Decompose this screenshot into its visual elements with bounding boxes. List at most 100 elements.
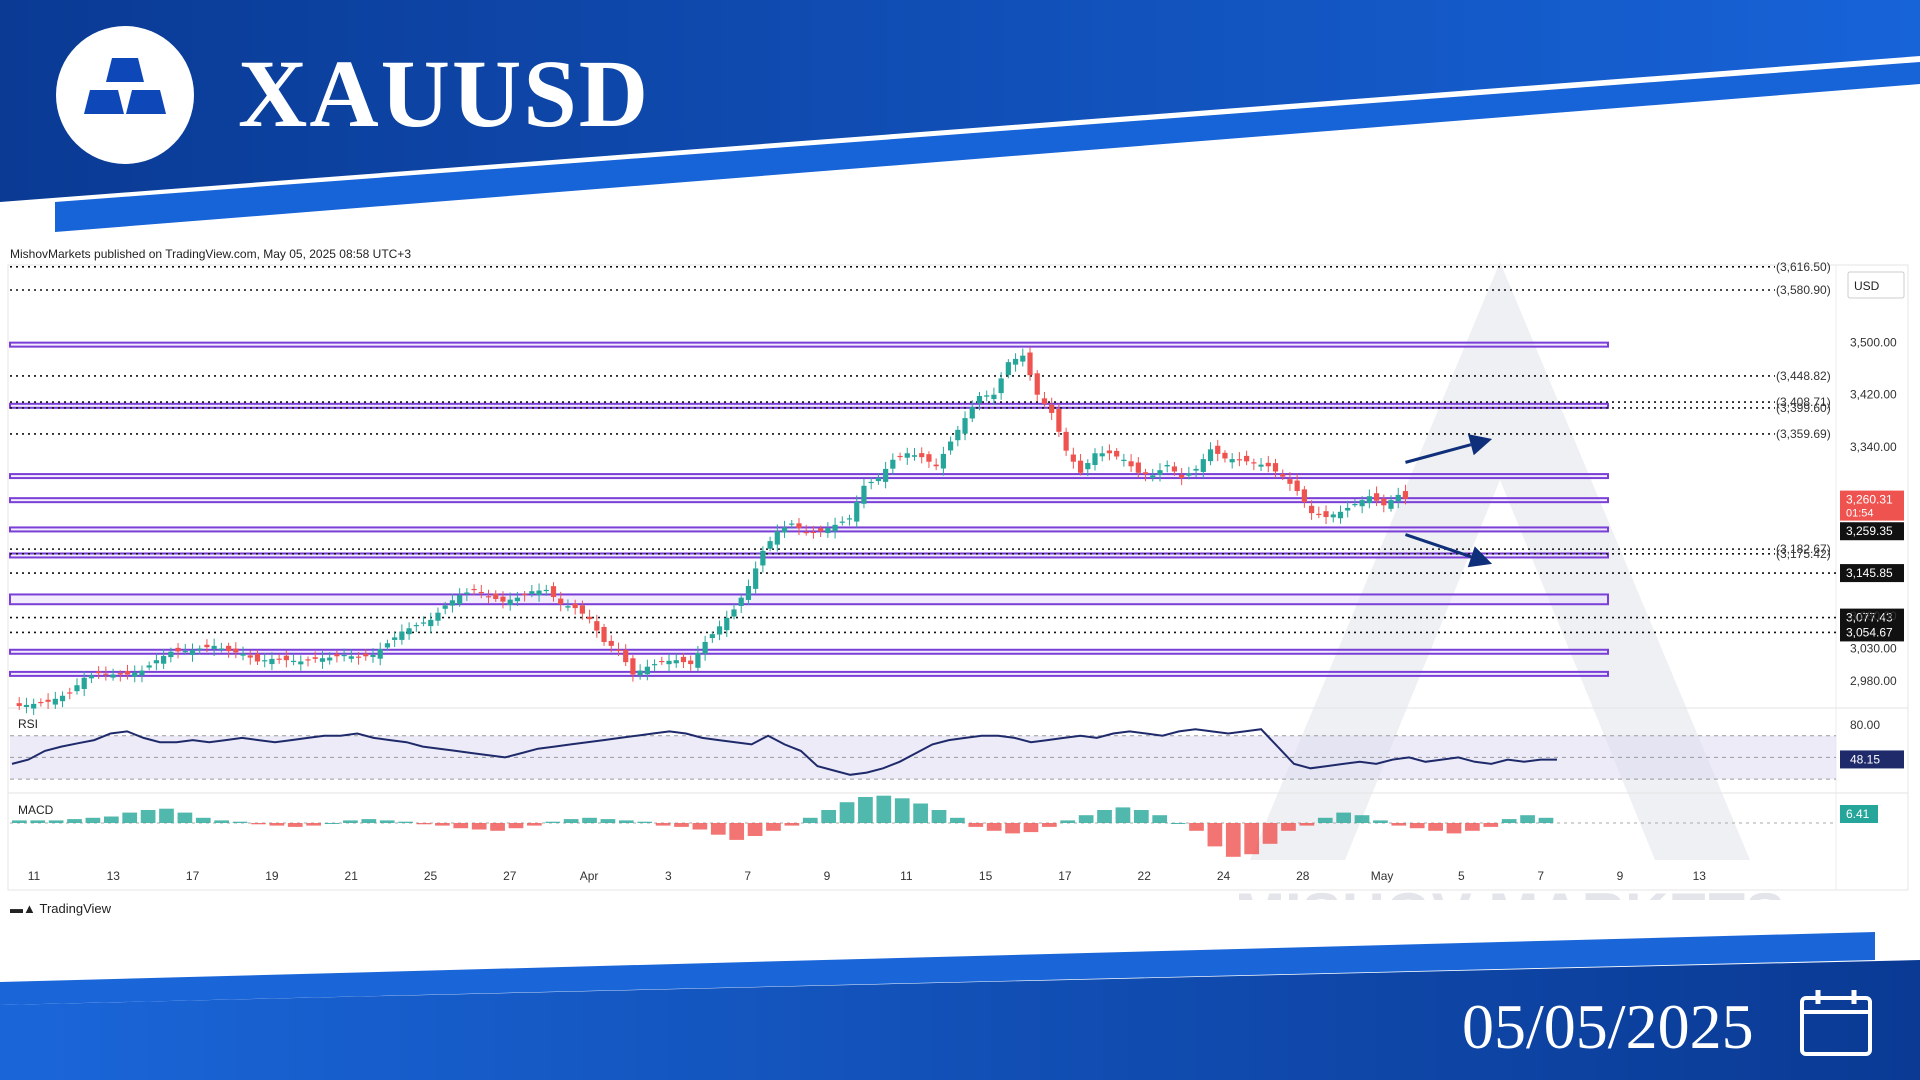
candle-body: [1345, 507, 1351, 511]
tradingview-icon: ▬▲: [10, 901, 40, 916]
x-tick-8: 3: [665, 869, 672, 883]
candle-body: [233, 648, 239, 653]
macd-bar: [1299, 823, 1315, 826]
x-tick-11: 11: [900, 869, 913, 883]
candle-body: [52, 698, 58, 705]
price-tag-label-0: 3,260.31: [1846, 493, 1893, 507]
candle-body: [623, 649, 629, 663]
price-tag-0: [1840, 490, 1904, 521]
macd-bar: [747, 823, 763, 836]
candle-body: [904, 453, 910, 458]
page-title: XAUUSD: [238, 40, 651, 147]
candle-body: [1085, 463, 1091, 470]
candle-body: [478, 591, 484, 594]
macd-bar: [527, 823, 542, 826]
candle-body: [1236, 459, 1242, 461]
candle-body: [182, 651, 188, 653]
macd-bar: [361, 819, 377, 823]
price-tag-label-1: 3,259.35: [1846, 524, 1893, 538]
candle-body: [774, 531, 780, 545]
macd-bar: [931, 810, 947, 823]
candle-body: [890, 459, 896, 469]
candle-body: [1280, 474, 1286, 477]
x-tick-3: 19: [265, 869, 279, 883]
candle-body: [803, 531, 809, 534]
candle-body: [59, 695, 66, 702]
candle-body: [1272, 463, 1279, 472]
candle-body: [392, 637, 398, 640]
x-tick-0: 11: [28, 869, 41, 883]
candle-body: [247, 655, 253, 658]
candle-body: [485, 596, 492, 598]
macd-bar: [1060, 820, 1076, 823]
candle-body: [124, 671, 131, 675]
candle-body: [1063, 431, 1069, 451]
macd-bar: [582, 817, 597, 823]
macd-bar: [48, 820, 64, 823]
candle-body: [334, 654, 340, 657]
candle-body: [666, 660, 672, 665]
x-tick-6: 27: [503, 869, 517, 883]
y-tick-2: 3,080.00: [1850, 609, 1897, 623]
candle-body: [955, 429, 961, 441]
candle-body: [753, 568, 759, 589]
level-label-9: 3,077.43: [1846, 611, 1893, 625]
candle-body: [976, 395, 983, 404]
candle-body: [493, 593, 499, 600]
candle-body: [31, 703, 37, 709]
candle-body: [1388, 500, 1394, 509]
price-chart[interactable]: MISHOV MARKETS USD (3,616.50)(3,580.90)(…: [0, 260, 1920, 900]
candle-body: [153, 660, 159, 664]
x-tick-14: 22: [1138, 869, 1152, 883]
candle-body: [226, 645, 232, 652]
macd-bar: [968, 823, 984, 827]
macd-bar: [1225, 823, 1241, 857]
candle-body: [269, 658, 275, 665]
top-banner-band: [0, 0, 1920, 202]
x-tick-21: 13: [1693, 869, 1707, 883]
candle-body: [1135, 462, 1141, 473]
macd-bar: [876, 795, 892, 823]
macd-bar: [1538, 817, 1554, 823]
candle-body: [1164, 464, 1170, 467]
candle-body: [81, 677, 87, 689]
macd-bar: [103, 816, 119, 823]
tradingview-footer: ▬▲ TradingView: [10, 901, 111, 916]
level-label-10: 3,054.67: [1846, 625, 1893, 639]
macd-bar: [802, 817, 818, 823]
macd-bar: [1336, 812, 1351, 823]
candle-body: [1229, 459, 1235, 463]
sr-zone-7: [9, 648, 1609, 655]
candle-body: [1106, 450, 1113, 454]
macd-bar: [655, 823, 671, 826]
candle-body: [1207, 449, 1214, 462]
chart-date: 05/05/2025: [1462, 991, 1754, 1062]
candle-body: [464, 592, 470, 595]
candle-body: [23, 704, 30, 707]
macd-bar: [1520, 815, 1535, 823]
macd-bar: [159, 808, 174, 823]
level-label-2: (3,448.82): [1776, 369, 1831, 383]
candle-body: [276, 658, 282, 660]
candle-body: [341, 654, 347, 657]
candle-body: [139, 670, 145, 676]
candle-body: [695, 653, 701, 668]
candle-body: [1222, 452, 1228, 459]
sr-zone-2: [9, 473, 1609, 480]
candle-body: [1352, 504, 1358, 506]
candle-body: [1157, 470, 1163, 475]
candle-body: [146, 665, 152, 668]
candle-body: [67, 692, 73, 694]
candle-body: [413, 625, 419, 627]
candle-body: [1258, 464, 1264, 467]
candle-body: [1179, 474, 1185, 478]
x-tick-13: 17: [1058, 869, 1072, 883]
candle-body: [363, 653, 369, 657]
candle-body: [1193, 468, 1199, 471]
candle-body: [760, 550, 766, 566]
level-label-8: 3,145.85: [1846, 566, 1893, 580]
candle-body: [550, 586, 557, 598]
candle-body: [789, 523, 795, 525]
candle-body: [818, 528, 824, 532]
candle-body: [587, 616, 593, 620]
